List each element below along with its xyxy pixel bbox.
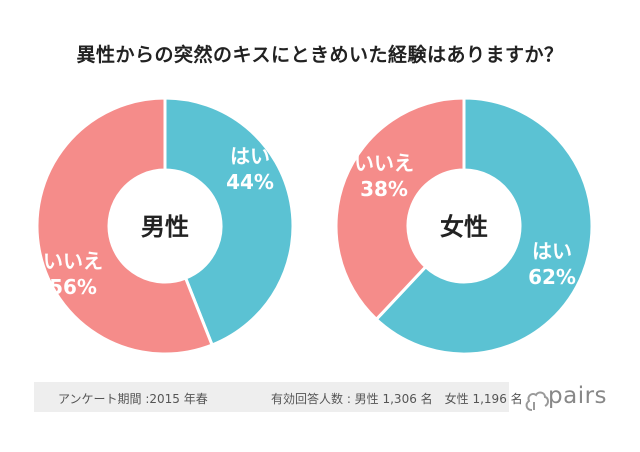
footer-bar: アンケート期間 :2015 年春 有効回答人数 : 男性 1,306 名 女性 … [34, 382, 523, 412]
slice-male-yes [163, 96, 295, 347]
slice-label-female-no: いいえ [354, 151, 414, 175]
slice-label-male-yes: はい [230, 144, 270, 168]
logo-mark-icon [525, 391, 549, 411]
survey-period: アンケート期間 :2015 年春 [58, 392, 208, 406]
logo-text: pairs [548, 383, 608, 409]
donut-center-label-female: 女性 [440, 213, 488, 241]
slice-label-male-no: いいえ [43, 249, 103, 273]
donut-center-label-male: 男性 [141, 213, 189, 241]
slice-female-yes [374, 96, 594, 356]
sample-size: 有効回答人数 : 男性 1,306 名 女性 1,196 名 [271, 392, 523, 406]
slice-female-no [334, 96, 466, 322]
slice-value-female-yes: 62% [528, 265, 576, 289]
slice-value-male-no: 56% [49, 275, 97, 299]
chart-title: 異性からの突然のキスにときめいた経験はありますか？ [76, 44, 564, 66]
slice-male-no [35, 96, 215, 356]
pairs-logo: pairs [522, 380, 612, 414]
slice-value-male-yes: 44% [226, 170, 274, 194]
slice-label-female-yes: はい [532, 239, 572, 263]
slice-value-female-no: 38% [360, 177, 408, 201]
